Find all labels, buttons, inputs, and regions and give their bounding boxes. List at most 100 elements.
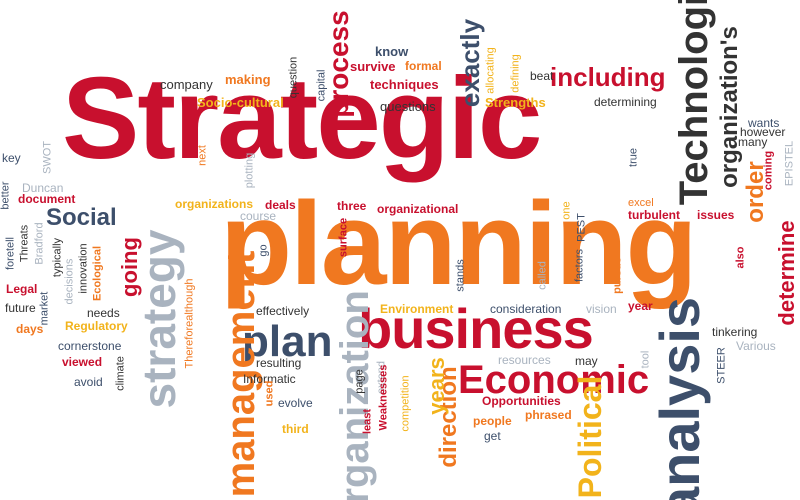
word-economic: Economic <box>458 358 650 402</box>
word-typically: typically <box>51 237 64 278</box>
word-decisions: decisions <box>63 258 76 305</box>
word-steer: STEER <box>715 347 728 384</box>
word-future: future <box>5 301 36 315</box>
word-strengths: Strengths <box>485 95 546 110</box>
word-used: used <box>263 380 276 407</box>
word-questions: questions <box>380 99 436 114</box>
word-coming: coming <box>762 150 775 191</box>
word-innovation: innovation <box>77 243 90 294</box>
word-know: know <box>375 44 409 59</box>
word-organizational: organizational <box>377 202 459 216</box>
word-stands: stands <box>454 259 467 292</box>
word-environment: Environment <box>380 302 454 316</box>
word-plan: plan <box>242 317 333 366</box>
word-surface: surface <box>337 217 350 258</box>
word-better: better <box>0 181 12 210</box>
word-determine: determine <box>774 220 799 326</box>
word-climate: climate <box>114 356 127 391</box>
word-resources: resources <box>498 353 551 367</box>
word-key: key <box>2 151 21 165</box>
word-years: years <box>424 357 449 415</box>
word-analysis: analysis <box>648 296 711 500</box>
word-also: also <box>734 246 747 269</box>
word-political: Political <box>572 375 608 499</box>
word-allocating: allocating <box>484 47 497 94</box>
word-various: Various <box>736 339 776 353</box>
word-vision: vision <box>586 302 617 316</box>
word-technologi: Technologi <box>672 0 716 206</box>
word-market: market <box>38 291 51 326</box>
word-page: page <box>353 369 366 394</box>
word-course: course <box>240 209 277 223</box>
word-swot: SWOT <box>41 141 54 174</box>
word-process: process <box>323 10 354 118</box>
word-needs: needs <box>87 306 120 320</box>
word-foretell: foretell <box>4 236 17 271</box>
word-may: may <box>575 354 598 368</box>
word-question: question <box>287 56 300 99</box>
word-organizations: organizations <box>175 197 254 211</box>
word-consideration: consideration <box>490 302 562 316</box>
word-document: document <box>18 192 76 206</box>
word-planning: planning <box>220 178 698 310</box>
word-including: including <box>550 62 666 92</box>
word-strategic: Strategic <box>62 53 542 183</box>
word-formal: formal <box>405 59 442 73</box>
word-plotting: plotting <box>243 152 256 189</box>
word-threats: Threats <box>18 224 31 263</box>
word-regulatory: Regulatory <box>65 319 128 333</box>
word-effectively: effectively <box>256 304 310 318</box>
word-determining: determining <box>594 95 657 109</box>
word-bradford: Bradford <box>33 222 46 265</box>
word-techniques: techniques <box>370 77 439 92</box>
word-thereforealthough: Thereforealthough <box>183 278 196 369</box>
word-cornerstone: cornerstone <box>58 339 122 353</box>
word-ecological: Ecological <box>91 245 104 302</box>
word-go: go <box>257 244 270 257</box>
word-tool: tool <box>639 350 652 369</box>
word-strategy: strategy <box>133 229 185 409</box>
word-epistel: EPISTEL <box>783 140 796 187</box>
word-weaknesses: Weaknesses <box>377 364 390 431</box>
word-defining: defining <box>509 54 522 93</box>
word-many: many <box>738 135 768 149</box>
word-legal: Legal <box>6 282 38 296</box>
word-competition: competition <box>399 375 412 432</box>
word-socio-cultural: Socio-cultural <box>197 95 284 110</box>
word-going: going <box>117 237 142 297</box>
word-business: business <box>358 297 594 360</box>
word-exactly: exactly <box>455 18 485 108</box>
word-capital: capital <box>315 69 328 102</box>
word-issues: issues <box>697 208 735 222</box>
word-people: people <box>473 414 512 428</box>
word-social: Social <box>46 204 117 231</box>
word-true: true <box>627 148 640 167</box>
word-deals: deals <box>265 198 296 212</box>
word-year: year <box>628 299 653 313</box>
word-making: making <box>225 72 271 87</box>
word-wants: wants <box>748 116 780 130</box>
word-least: least <box>361 408 374 435</box>
word-resulting: resulting <box>256 356 302 370</box>
word-viewed: viewed <box>62 355 103 369</box>
word-factors: factors <box>573 249 586 283</box>
word-called: called <box>536 261 549 290</box>
word-company: company <box>160 77 213 92</box>
word-next: next <box>196 145 209 166</box>
word-three: three <box>337 199 367 213</box>
word-evolve: evolve <box>278 396 313 410</box>
word-duncan: Duncan <box>22 181 64 195</box>
word-excel: excel <box>628 197 654 209</box>
word-organizations-possessive: organization's <box>716 26 743 188</box>
word-survive: survive <box>350 59 396 74</box>
word-however: however <box>740 125 786 139</box>
word-beat: beat <box>530 69 554 83</box>
word-third: third <box>282 422 309 436</box>
word-opportunities: Opportunities <box>482 394 561 408</box>
word-avoid: avoid <box>74 375 103 389</box>
word-phrased: phrased <box>525 408 572 422</box>
word-pursue: pursue <box>611 257 624 294</box>
word-one: one <box>560 201 573 220</box>
word-get: get <box>484 429 501 443</box>
